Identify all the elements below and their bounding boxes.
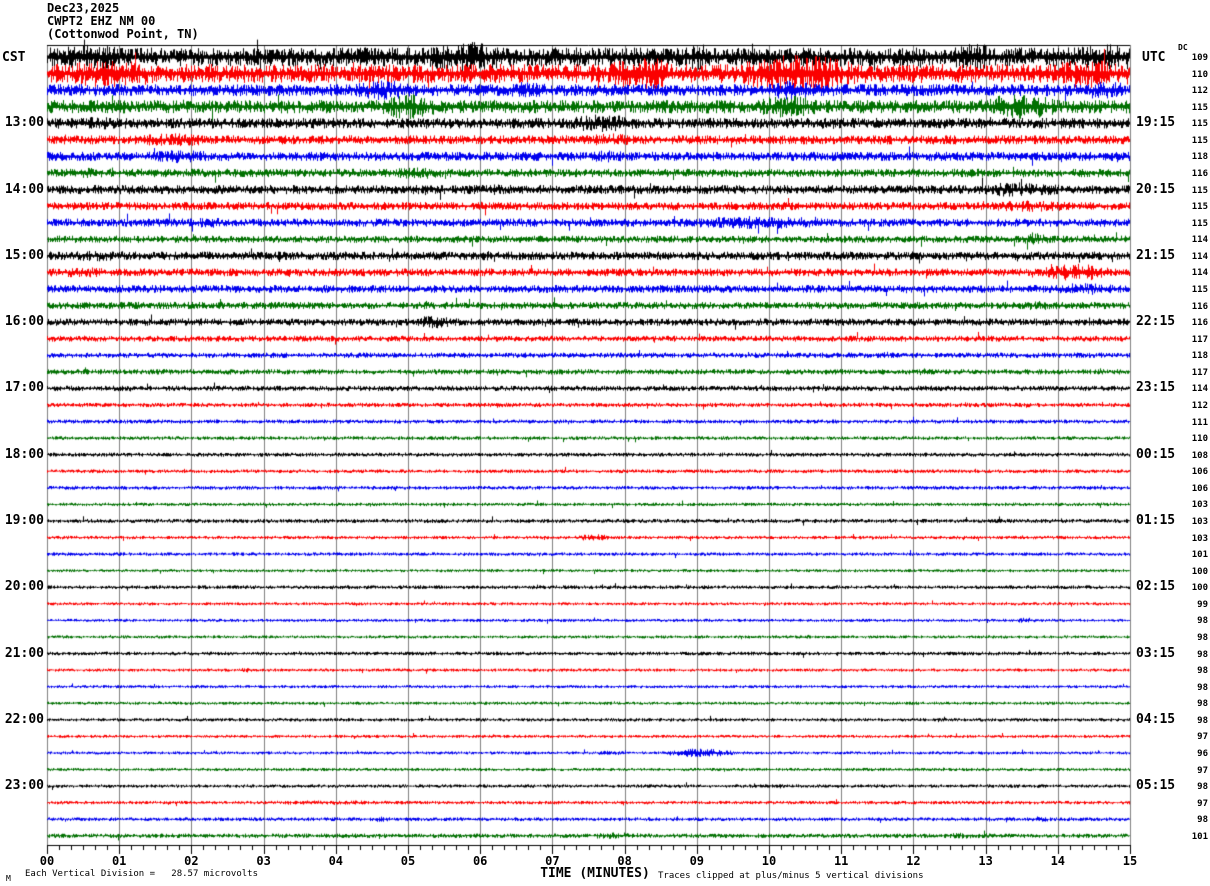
- utc-hour-label: 03:15: [1136, 645, 1176, 661]
- x-tick-label: 00: [39, 854, 55, 868]
- dc-offset-value: 112: [1191, 400, 1208, 411]
- dc-offset-value: 117: [1191, 367, 1208, 378]
- dc-offset-value: 118: [1191, 351, 1208, 362]
- x-tick-label: 10: [761, 854, 777, 868]
- dc-offset-value: 116: [1191, 168, 1208, 179]
- cst-hour-label: 16:00: [4, 314, 44, 330]
- dc-offset-value: 96: [1197, 748, 1208, 759]
- x-tick-label: 09: [689, 854, 705, 868]
- dc-offset-value: 103: [1191, 533, 1208, 544]
- cst-hour-label: 14:00: [4, 181, 44, 197]
- utc-hour-label: 04:15: [1136, 711, 1176, 727]
- x-tick-label: 01: [111, 854, 127, 868]
- dc-offset-value: 103: [1191, 516, 1208, 527]
- title-station: CWPT2 EHZ NM 00: [47, 14, 156, 28]
- dc-offset-value: 115: [1191, 102, 1208, 113]
- utc-hour-label: 01:15: [1136, 512, 1176, 528]
- dc-offset-value: 110: [1191, 434, 1208, 445]
- dc-offset-value: 114: [1191, 251, 1208, 262]
- dc-offset-value: 97: [1197, 732, 1208, 743]
- cst-hour-label: 18:00: [4, 446, 44, 462]
- cst-hour-label: 19:00: [4, 512, 44, 528]
- dc-offset-value: 98: [1197, 616, 1208, 627]
- dc-offset-value: 98: [1197, 715, 1208, 726]
- x-tick-label: 02: [184, 854, 199, 868]
- x-tick-label: 04: [328, 854, 344, 868]
- title-location: (Cottonwod Point, TN): [47, 27, 199, 41]
- dc-offset-value: 99: [1197, 599, 1208, 610]
- cst-hour-label: 21:00: [4, 645, 44, 661]
- dc-offset-value: 100: [1191, 566, 1208, 577]
- dc-offset-value: 106: [1191, 467, 1208, 478]
- dc-offset-value: 114: [1191, 235, 1208, 246]
- dc-offset-value: 98: [1197, 632, 1208, 643]
- utc-hour-label: 02:15: [1136, 579, 1176, 595]
- x-tick-label: 08: [617, 854, 632, 868]
- dc-offset-value: 97: [1197, 765, 1208, 776]
- dc-offset-value: 115: [1191, 135, 1208, 146]
- cst-hour-label: 17:00: [4, 380, 44, 396]
- dc-offset-value: 101: [1191, 550, 1208, 561]
- cst-hour-label: 13:00: [4, 115, 44, 131]
- utc-hour-label: 23:15: [1136, 380, 1176, 396]
- dc-offset-header: DC: [1178, 43, 1188, 52]
- x-tick-label: 14: [1050, 854, 1066, 868]
- dc-offset-value: 101: [1191, 831, 1208, 842]
- dc-offset-value: 116: [1191, 318, 1208, 329]
- dc-offset-value: 117: [1191, 334, 1208, 345]
- dc-offset-value: 114: [1191, 268, 1208, 279]
- footer-clip-note: Traces clipped at plus/minus 5 vertical …: [658, 871, 924, 881]
- dc-offset-value: 98: [1197, 699, 1208, 710]
- utc-hour-label: 05:15: [1136, 778, 1176, 794]
- dc-offset-value: 109: [1191, 53, 1208, 63]
- footer-scale-note: Each Vertical Division = 28.57 microvolt…: [25, 869, 258, 879]
- title-date: Dec23,2025: [47, 1, 120, 15]
- x-tick-label: 05: [400, 854, 416, 868]
- dc-offset-value: 98: [1197, 666, 1208, 677]
- x-axis-caption: TIME (MINUTES): [540, 866, 650, 881]
- timezone-right-label: UTC: [1142, 50, 1166, 65]
- cst-hour-label: 23:00: [4, 778, 44, 794]
- dc-offset-value: 97: [1197, 798, 1208, 809]
- timezone-left-label: CST: [2, 50, 26, 65]
- x-tick-label: 07: [545, 854, 560, 868]
- x-tick-label: 15: [1122, 854, 1138, 868]
- dc-offset-value: 108: [1191, 450, 1208, 461]
- dc-offset-value: 115: [1191, 119, 1208, 130]
- dc-offset-value: 103: [1191, 500, 1208, 511]
- dc-offset-value: 98: [1197, 649, 1208, 660]
- dc-offset-value: 100: [1191, 583, 1208, 594]
- utc-hour-label: 20:15: [1136, 181, 1176, 197]
- x-tick-label: 03: [256, 854, 271, 868]
- dc-offset-value: 98: [1197, 682, 1208, 693]
- dc-offset-value: 118: [1191, 152, 1208, 163]
- x-tick-label: 13: [978, 854, 993, 868]
- x-tick-label: 06: [472, 854, 488, 868]
- dc-offset-value: 111: [1191, 417, 1208, 428]
- dc-offset-value: 106: [1191, 483, 1208, 494]
- cst-hour-label: 22:00: [4, 711, 44, 727]
- dc-offset-value: 115: [1191, 218, 1208, 229]
- dc-offset-value: 110: [1191, 69, 1208, 80]
- utc-hour-label: 19:15: [1136, 115, 1176, 131]
- cst-hour-label: 20:00: [4, 579, 44, 595]
- dc-offset-value: 115: [1191, 202, 1208, 213]
- dc-offset-value: 98: [1197, 815, 1208, 826]
- dc-offset-value: 98: [1197, 782, 1208, 793]
- x-tick-label: 12: [906, 854, 921, 868]
- cst-hour-label: 15:00: [4, 247, 44, 263]
- dc-offset-value: 115: [1191, 185, 1208, 196]
- utc-hour-label: 22:15: [1136, 314, 1176, 330]
- utc-hour-label: 21:15: [1136, 247, 1176, 263]
- x-tick-label: 11: [833, 854, 849, 868]
- dc-offset-value: 112: [1191, 86, 1208, 97]
- logo-m: M: [6, 874, 11, 883]
- dc-offset-value: 114: [1191, 384, 1208, 395]
- utc-hour-label: 00:15: [1136, 446, 1176, 462]
- dc-offset-value: 116: [1191, 301, 1208, 312]
- dc-offset-value: 115: [1191, 284, 1208, 295]
